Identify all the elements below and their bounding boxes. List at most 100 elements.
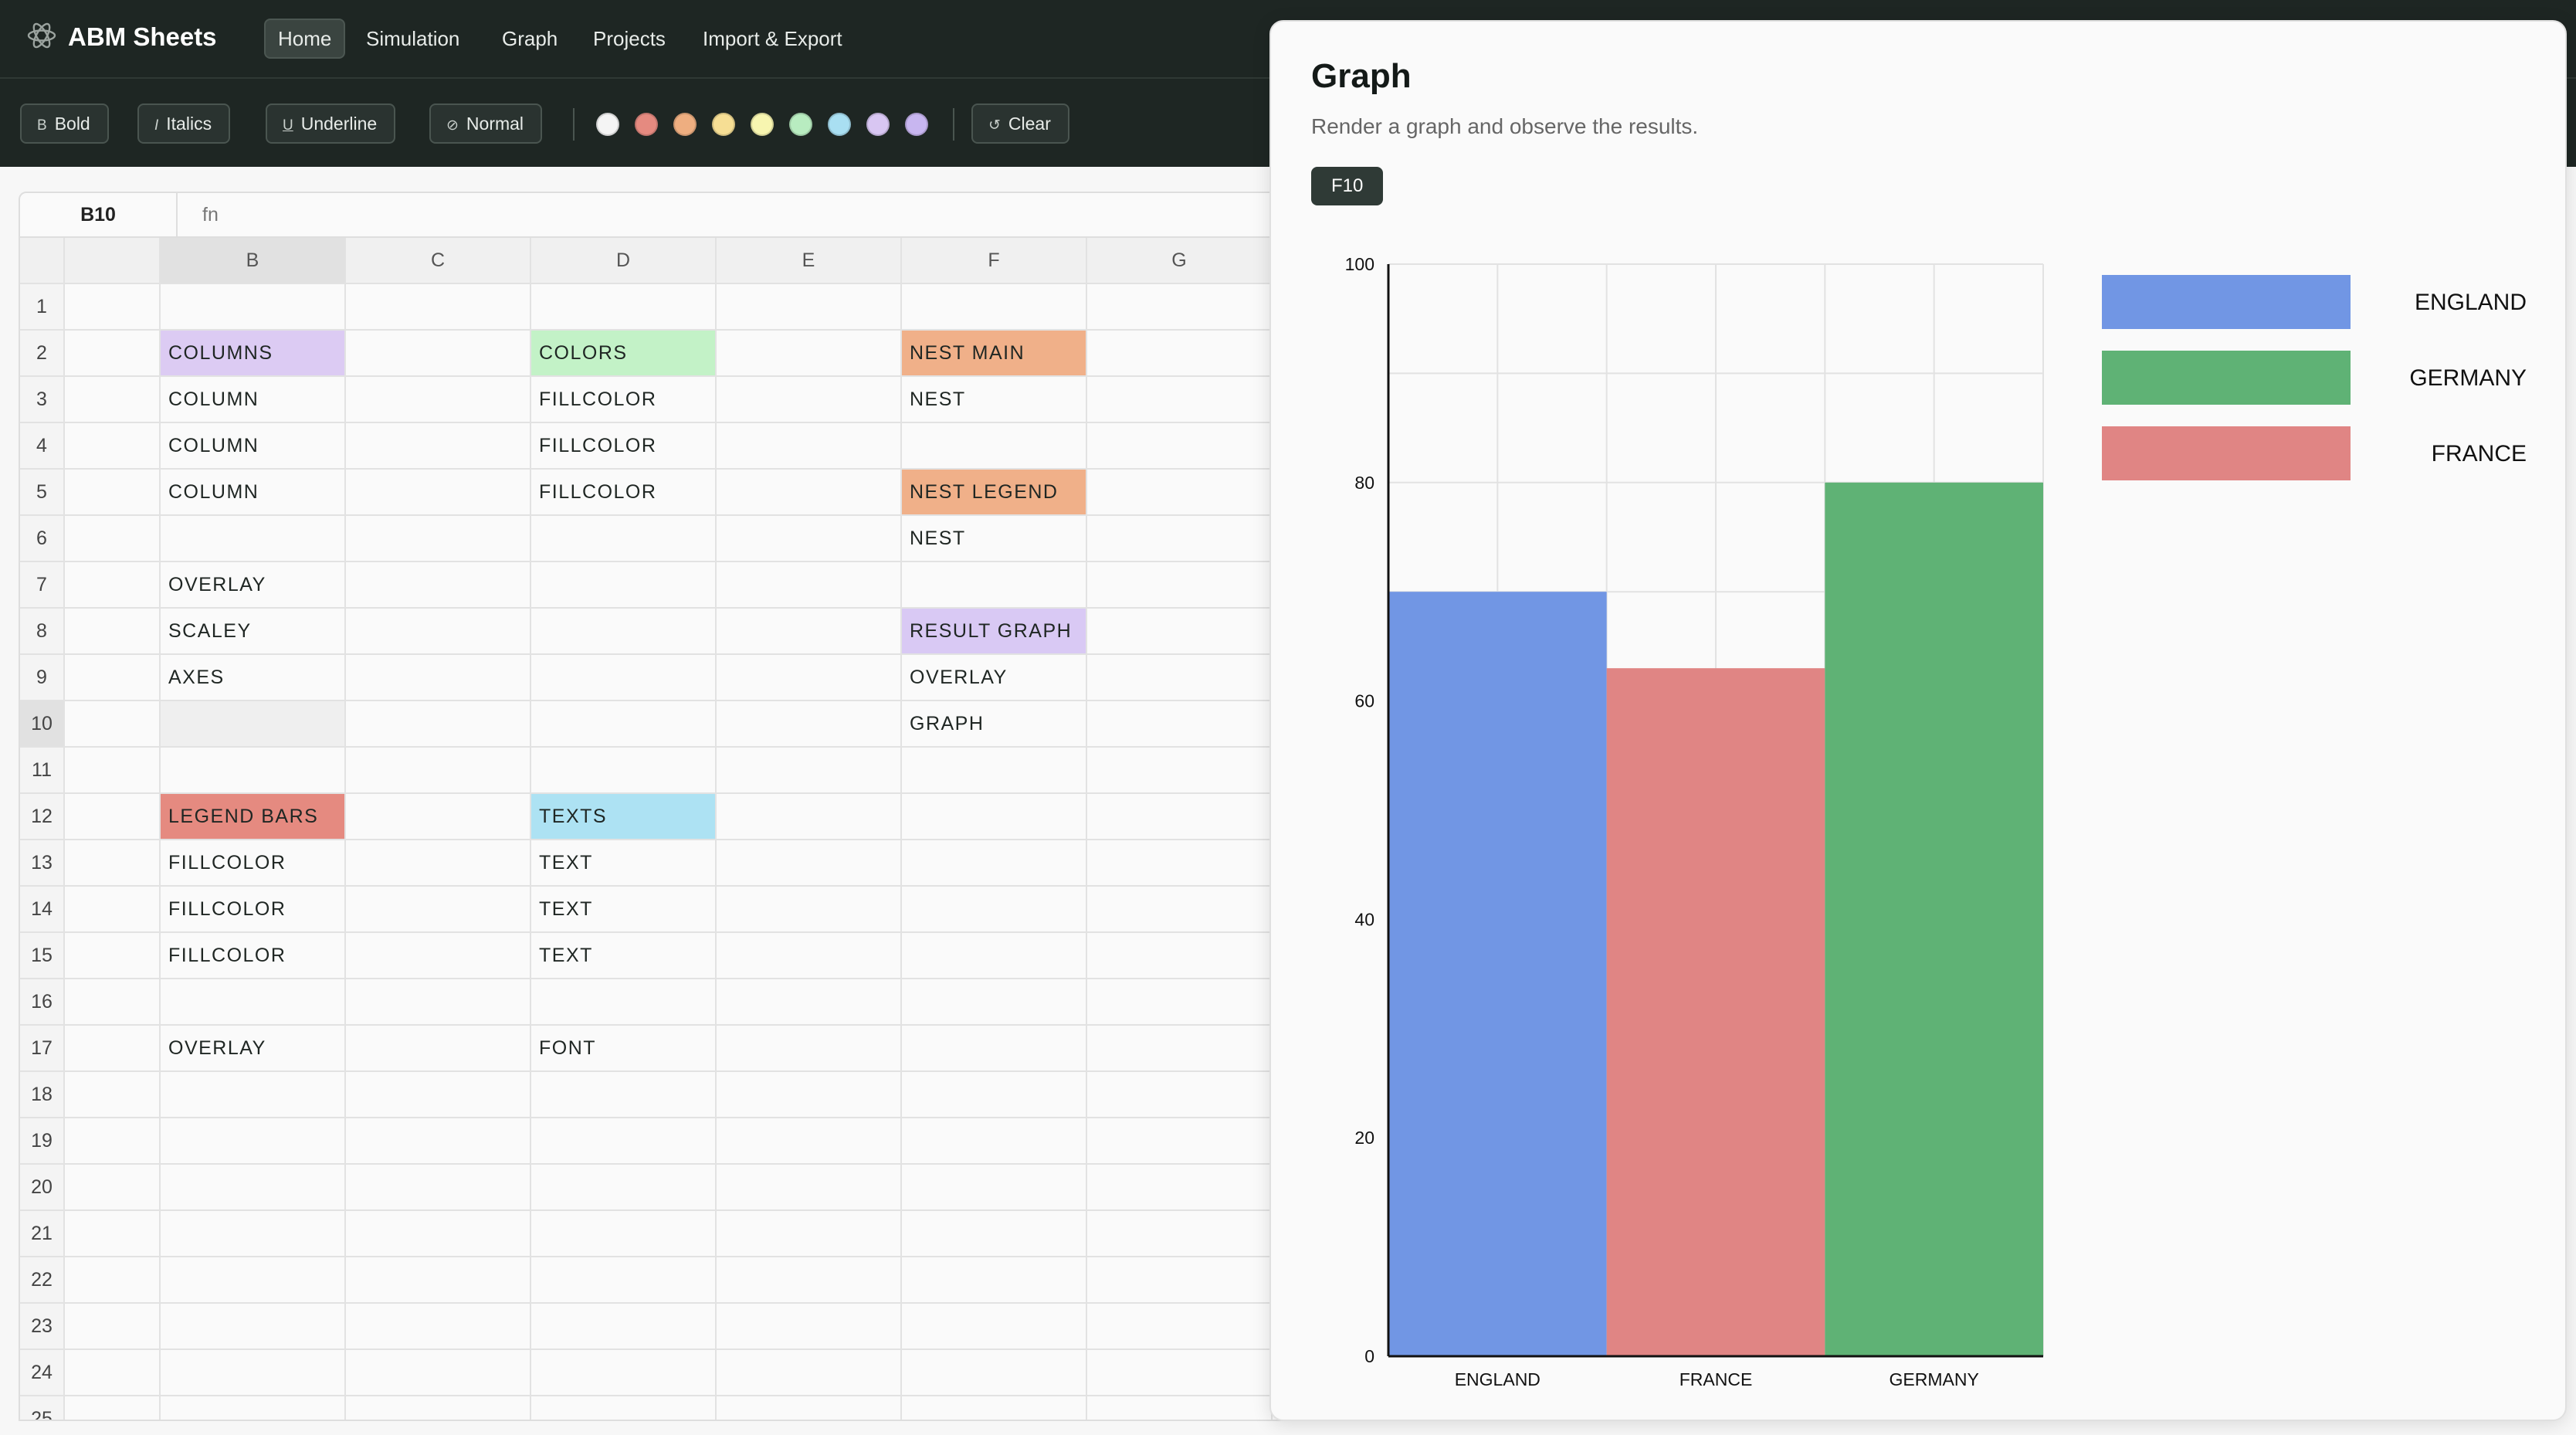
cell-g9[interactable] — [1087, 655, 1273, 701]
cell-e12[interactable] — [717, 794, 902, 840]
cell-g20[interactable] — [1087, 1165, 1273, 1211]
row-header[interactable]: 19 — [20, 1118, 65, 1165]
formula-input[interactable]: fn — [202, 204, 219, 226]
cell-b11[interactable] — [161, 748, 346, 794]
color-swatch[interactable] — [596, 113, 619, 136]
cell-g4[interactable] — [1087, 423, 1273, 470]
cell-b20[interactable] — [161, 1165, 346, 1211]
row-header[interactable]: 10 — [20, 701, 65, 748]
cell-f4[interactable] — [902, 423, 1087, 470]
cell-c22[interactable] — [346, 1257, 531, 1304]
cell-c23[interactable] — [346, 1304, 531, 1350]
cell-g3[interactable] — [1087, 377, 1273, 423]
cell-f6[interactable]: NEST — [902, 516, 1087, 562]
cell-c3[interactable] — [346, 377, 531, 423]
cell-b9[interactable]: AXES — [161, 655, 346, 701]
row-header[interactable]: 8 — [20, 609, 65, 655]
column-header[interactable] — [65, 238, 161, 284]
row-header[interactable]: 24 — [20, 1350, 65, 1396]
cell-b3[interactable]: COLUMN — [161, 377, 346, 423]
cell-g14[interactable] — [1087, 887, 1273, 933]
column-header[interactable] — [20, 238, 65, 284]
column-header-d[interactable]: D — [531, 238, 717, 284]
color-swatch[interactable] — [866, 113, 890, 136]
cell-a5[interactable] — [65, 470, 161, 516]
row-header[interactable]: 13 — [20, 840, 65, 887]
cell-e15[interactable] — [717, 933, 902, 979]
cell-e18[interactable] — [717, 1072, 902, 1118]
cell-b4[interactable]: COLUMN — [161, 423, 346, 470]
cell-a2[interactable] — [65, 331, 161, 377]
column-header-g[interactable]: G — [1087, 238, 1273, 284]
cell-f11[interactable] — [902, 748, 1087, 794]
cell-e14[interactable] — [717, 887, 902, 933]
row-header[interactable]: 1 — [20, 284, 65, 331]
cell-d18[interactable] — [531, 1072, 717, 1118]
cell-e4[interactable] — [717, 423, 902, 470]
cell-f17[interactable] — [902, 1026, 1087, 1072]
color-swatch[interactable] — [712, 113, 735, 136]
row-header[interactable]: 15 — [20, 933, 65, 979]
cell-c25[interactable] — [346, 1396, 531, 1420]
cell-d13[interactable]: TEXT — [531, 840, 717, 887]
cell-g21[interactable] — [1087, 1211, 1273, 1257]
cell-reference[interactable]: B10 — [20, 193, 178, 236]
cell-e24[interactable] — [717, 1350, 902, 1396]
cell-a24[interactable] — [65, 1350, 161, 1396]
normal-button[interactable]: ⊘ Normal — [429, 103, 543, 144]
cell-c11[interactable] — [346, 748, 531, 794]
cell-a10[interactable] — [65, 701, 161, 748]
cell-c6[interactable] — [346, 516, 531, 562]
cell-f10[interactable]: GRAPH — [902, 701, 1087, 748]
row-header[interactable]: 22 — [20, 1257, 65, 1304]
cell-c19[interactable] — [346, 1118, 531, 1165]
cell-c10[interactable] — [346, 701, 531, 748]
color-swatch[interactable] — [751, 113, 774, 136]
cell-a22[interactable] — [65, 1257, 161, 1304]
color-swatch[interactable] — [828, 113, 851, 136]
cell-d21[interactable] — [531, 1211, 717, 1257]
cell-e25[interactable] — [717, 1396, 902, 1420]
cell-a6[interactable] — [65, 516, 161, 562]
cell-b13[interactable]: FILLCOLOR — [161, 840, 346, 887]
cell-e1[interactable] — [717, 284, 902, 331]
cell-f25[interactable] — [902, 1396, 1087, 1420]
cell-a15[interactable] — [65, 933, 161, 979]
cell-g18[interactable] — [1087, 1072, 1273, 1118]
cell-g6[interactable] — [1087, 516, 1273, 562]
cell-a9[interactable] — [65, 655, 161, 701]
cell-d11[interactable] — [531, 748, 717, 794]
cell-g1[interactable] — [1087, 284, 1273, 331]
cell-d12[interactable]: TEXTS — [531, 794, 717, 840]
cell-c13[interactable] — [346, 840, 531, 887]
cell-c1[interactable] — [346, 284, 531, 331]
cell-c9[interactable] — [346, 655, 531, 701]
cell-b14[interactable]: FILLCOLOR — [161, 887, 346, 933]
cell-d9[interactable] — [531, 655, 717, 701]
column-header-e[interactable]: E — [717, 238, 902, 284]
cell-f15[interactable] — [902, 933, 1087, 979]
row-header[interactable]: 16 — [20, 979, 65, 1026]
cell-c18[interactable] — [346, 1072, 531, 1118]
cell-a1[interactable] — [65, 284, 161, 331]
cell-e22[interactable] — [717, 1257, 902, 1304]
row-header[interactable]: 17 — [20, 1026, 65, 1072]
cell-g10[interactable] — [1087, 701, 1273, 748]
cell-b8[interactable]: SCALEY — [161, 609, 346, 655]
cell-c20[interactable] — [346, 1165, 531, 1211]
cell-c17[interactable] — [346, 1026, 531, 1072]
cell-d24[interactable] — [531, 1350, 717, 1396]
cell-a12[interactable] — [65, 794, 161, 840]
cell-d23[interactable] — [531, 1304, 717, 1350]
cell-b10[interactable] — [161, 701, 346, 748]
cell-a3[interactable] — [65, 377, 161, 423]
color-swatch[interactable] — [905, 113, 928, 136]
cell-f8[interactable]: RESULT GRAPH — [902, 609, 1087, 655]
cell-c2[interactable] — [346, 331, 531, 377]
cell-b5[interactable]: COLUMN — [161, 470, 346, 516]
cell-g15[interactable] — [1087, 933, 1273, 979]
cell-f2[interactable]: NEST MAIN — [902, 331, 1087, 377]
cell-c12[interactable] — [346, 794, 531, 840]
cell-a14[interactable] — [65, 887, 161, 933]
cell-c21[interactable] — [346, 1211, 531, 1257]
